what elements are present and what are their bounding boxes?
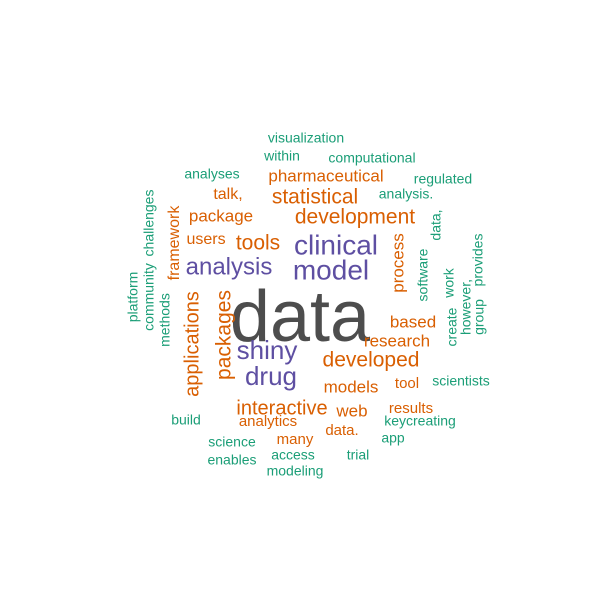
word-packages: packages (213, 290, 236, 380)
word-interactive: interactive (236, 397, 327, 419)
word-provides: provides (470, 234, 486, 287)
word-scientists: scientists (432, 373, 490, 389)
word-pharmaceutical: pharmaceutical (268, 166, 383, 185)
word-based: based (390, 312, 436, 331)
word-shiny: shiny (237, 335, 298, 365)
word-development: development (295, 206, 415, 229)
word-computational: computational (328, 150, 415, 166)
word-analysis: analysis. (379, 186, 433, 202)
word-framework: framework (166, 205, 183, 281)
word-enables: enables (207, 452, 256, 468)
word-software: software (415, 248, 431, 301)
word-package: package (189, 206, 253, 225)
word-process: process (388, 233, 407, 293)
word-however: however, (458, 279, 474, 335)
word-developed: developed (323, 349, 420, 372)
word-app: app (381, 430, 405, 446)
word-results: results (389, 400, 433, 417)
word-users: users (186, 231, 225, 248)
word-tools: tools (236, 232, 280, 255)
word-data: data, (428, 209, 444, 240)
word-science: science (208, 434, 256, 450)
word-many: many (277, 431, 314, 448)
word-access: access (271, 447, 315, 463)
word-talk: talk, (213, 186, 242, 203)
word-analyses: analyses (184, 166, 239, 182)
word-group: group (471, 299, 487, 335)
word-visualization: visualization (268, 130, 344, 146)
word-create: create (444, 307, 460, 346)
word-model: model (293, 254, 369, 285)
word-web: web (335, 401, 367, 420)
word-data: data (230, 277, 371, 357)
word-work: work (441, 267, 457, 299)
word-models: models (324, 377, 379, 396)
word-applications: applications (181, 291, 203, 397)
word-community: community (141, 263, 157, 331)
word-trial: trial (347, 447, 370, 463)
word-within: within (263, 148, 300, 164)
word-challenges: challenges (141, 190, 157, 257)
word-tool: tool (395, 375, 419, 392)
word-analysis: analysis (186, 253, 273, 280)
word-clinical: clinical (294, 229, 378, 260)
word-data: data. (325, 422, 358, 439)
word-build: build (171, 412, 201, 428)
word-research: research (364, 331, 430, 350)
word-regulated: regulated (414, 171, 472, 187)
word-statistical: statistical (272, 186, 358, 209)
word-platform: platform (125, 272, 141, 323)
word-drug: drug (245, 361, 297, 391)
word-methods: methods (157, 293, 173, 347)
word-analytics: analytics (239, 413, 297, 430)
word-modeling: modeling (267, 463, 324, 479)
word-keycreating: keycreating (384, 413, 456, 429)
